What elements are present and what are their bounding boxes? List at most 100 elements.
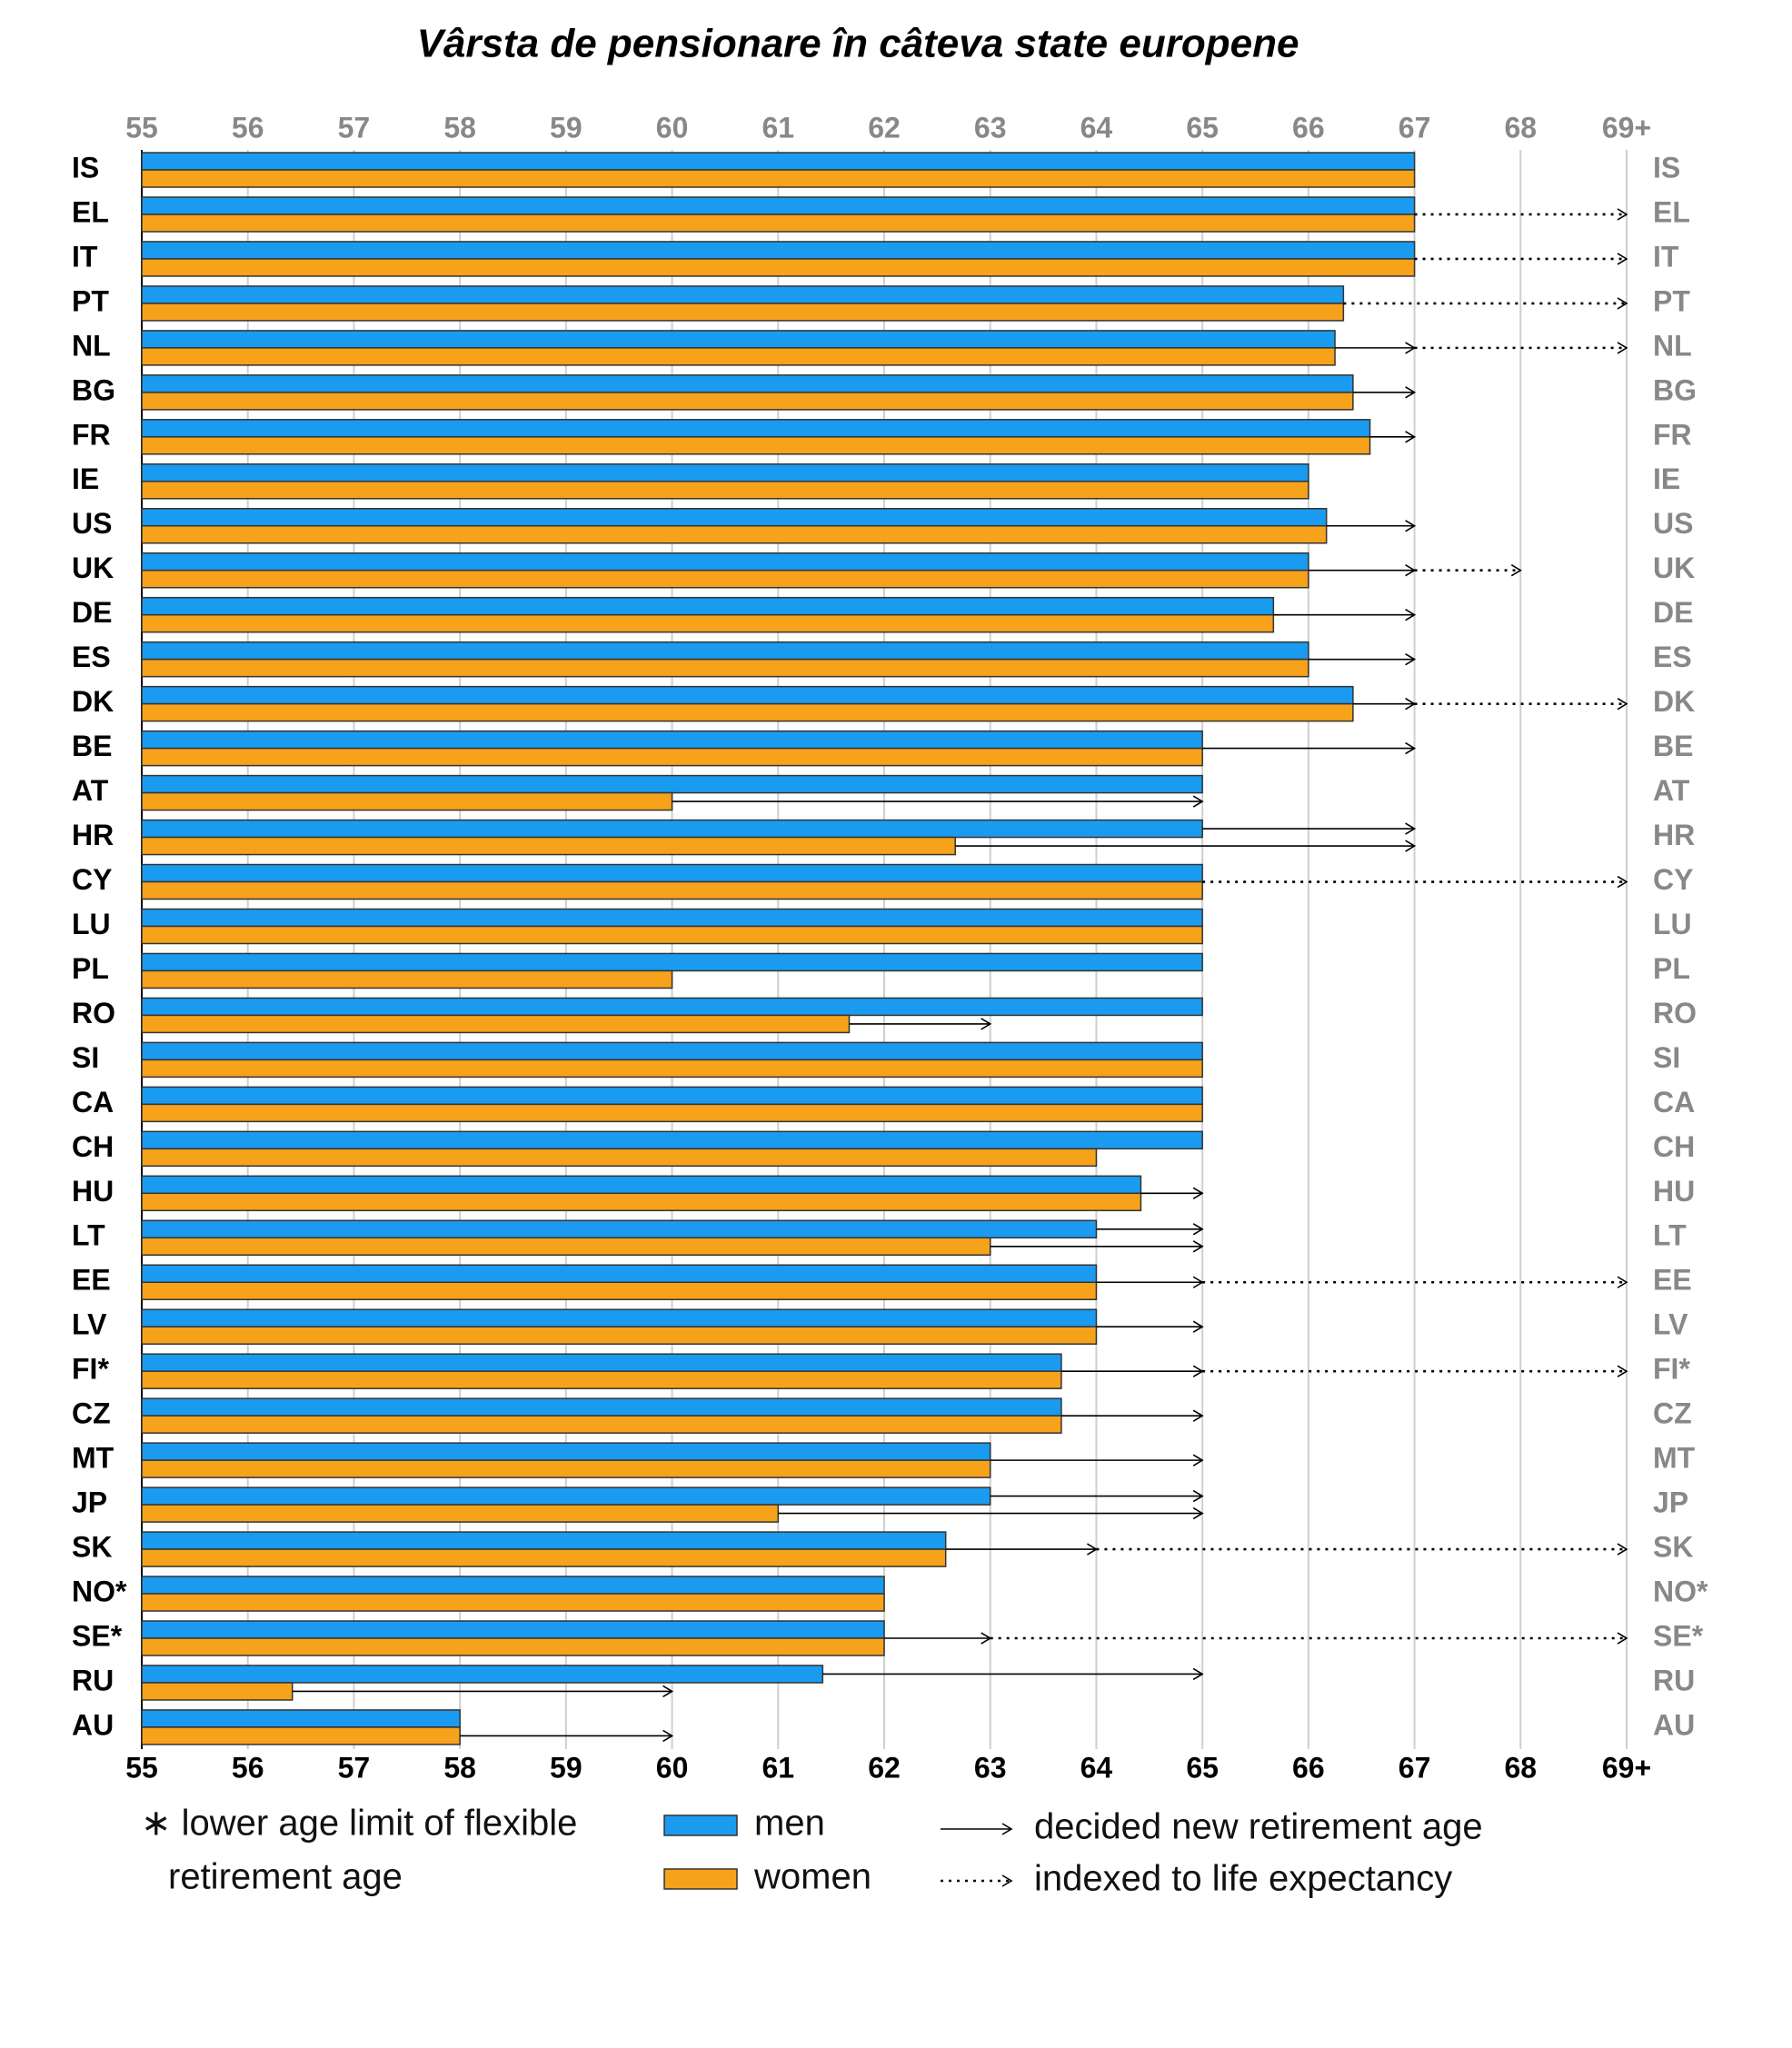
x-tick-label-bottom: 58 xyxy=(443,1751,476,1784)
category-label: MT xyxy=(72,1442,114,1475)
category-label-right: CA xyxy=(1653,1086,1695,1118)
category-label-right: CZ xyxy=(1653,1397,1692,1430)
bar xyxy=(141,952,1203,972)
category-label-right: LU xyxy=(1653,908,1692,940)
legend-swatch xyxy=(663,1814,738,1836)
bar xyxy=(141,1148,1098,1168)
chart-title: Vârsta de pensionare în câteva state eur… xyxy=(417,22,1299,66)
category-label-right: LT xyxy=(1653,1219,1687,1252)
category-label-right: RU xyxy=(1653,1664,1695,1696)
bar xyxy=(141,552,1309,572)
category-label-right: DK xyxy=(1653,685,1695,718)
category-label-right: DE xyxy=(1653,596,1693,629)
legend-label: decided new retirement age xyxy=(1034,1807,1483,1847)
x-tick-label-bottom: 66 xyxy=(1292,1751,1325,1784)
category-label-right: CY xyxy=(1653,863,1693,896)
category-label: LT xyxy=(72,1219,105,1252)
category-label-right: EL xyxy=(1653,195,1690,228)
x-tick-label-bottom: 57 xyxy=(338,1751,371,1784)
x-tick-label-bottom: 61 xyxy=(762,1751,794,1784)
bar xyxy=(141,925,1203,945)
category-label-right: PT xyxy=(1653,284,1690,317)
category-label: LV xyxy=(72,1308,107,1341)
x-tick-label-bottom: 67 xyxy=(1399,1751,1431,1784)
category-label-right: AT xyxy=(1653,774,1690,807)
bar xyxy=(141,791,673,811)
bar xyxy=(141,1041,1203,1061)
legend-label: indexed to life expectancy xyxy=(1034,1859,1452,1899)
bar xyxy=(141,1353,1062,1372)
bar xyxy=(141,1219,1098,1239)
bar xyxy=(141,1103,1203,1123)
bar xyxy=(141,285,1345,304)
category-label: RU xyxy=(72,1664,114,1696)
x-tick-label-bottom: 60 xyxy=(656,1751,689,1784)
x-tick-label-top: 65 xyxy=(1186,111,1219,144)
bar xyxy=(141,702,1354,722)
x-tick-label-top: 63 xyxy=(974,111,1007,144)
bar xyxy=(141,1175,1142,1195)
bar xyxy=(141,1459,991,1478)
category-label-right: NL xyxy=(1653,329,1692,362)
bar xyxy=(141,1548,947,1567)
bar xyxy=(141,908,1203,928)
category-label: HR xyxy=(72,819,114,851)
bar xyxy=(141,596,1275,616)
bar xyxy=(141,241,1416,260)
bar xyxy=(141,747,1203,767)
category-label-right: FR xyxy=(1653,418,1692,451)
category-label: PT xyxy=(72,284,109,317)
category-label-right: IE xyxy=(1653,462,1680,495)
bar xyxy=(141,1726,461,1745)
category-label-right: UK xyxy=(1653,552,1695,584)
category-label: BG xyxy=(72,373,115,406)
x-tick-label-top: 66 xyxy=(1292,111,1325,144)
bar xyxy=(141,863,1203,883)
bar xyxy=(141,836,956,856)
category-label-right: CH xyxy=(1653,1130,1695,1163)
x-tick-label-top: 68 xyxy=(1504,111,1537,144)
bar xyxy=(141,1486,991,1506)
footnote: retirement age xyxy=(168,1857,403,1897)
bar xyxy=(141,330,1336,349)
bar xyxy=(141,1281,1098,1300)
category-label-right: BE xyxy=(1653,730,1693,762)
category-label-right: MT xyxy=(1653,1442,1696,1475)
bar xyxy=(141,1059,1203,1079)
bar xyxy=(141,641,1309,661)
bar xyxy=(141,481,1309,500)
category-label: US xyxy=(72,507,112,540)
x-tick-label-bottom: 59 xyxy=(550,1751,582,1784)
bar xyxy=(141,1326,1098,1345)
bar xyxy=(141,1504,780,1523)
x-tick-label-top: 55 xyxy=(125,111,158,144)
bar xyxy=(141,1637,885,1656)
category-label: IS xyxy=(72,151,99,184)
bar xyxy=(141,525,1328,544)
category-label: CA xyxy=(72,1086,114,1118)
category-label-right: HU xyxy=(1653,1175,1695,1208)
category-label-right: SE* xyxy=(1653,1619,1704,1652)
category-label-right: SK xyxy=(1653,1531,1693,1564)
bar xyxy=(141,1709,461,1728)
category-label: PL xyxy=(72,952,109,985)
category-label: RO xyxy=(72,997,115,1029)
bar xyxy=(141,1593,885,1612)
category-label-right: BG xyxy=(1653,373,1697,406)
category-label: UK xyxy=(72,552,114,584)
bar xyxy=(141,347,1336,366)
x-tick-label-bottom: 63 xyxy=(974,1751,1007,1784)
x-tick-label-top: 58 xyxy=(443,111,476,144)
legend-label: men xyxy=(754,1804,825,1844)
bar xyxy=(141,258,1416,277)
x-tick-label-bottom: 56 xyxy=(232,1751,264,1784)
category-label: NO* xyxy=(72,1575,127,1607)
bar xyxy=(141,419,1371,438)
bar xyxy=(141,169,1416,188)
bar xyxy=(141,969,673,989)
bar xyxy=(141,1576,885,1595)
bar xyxy=(141,1442,991,1461)
bar xyxy=(141,658,1309,678)
bar xyxy=(141,819,1203,839)
bar xyxy=(141,1370,1062,1389)
